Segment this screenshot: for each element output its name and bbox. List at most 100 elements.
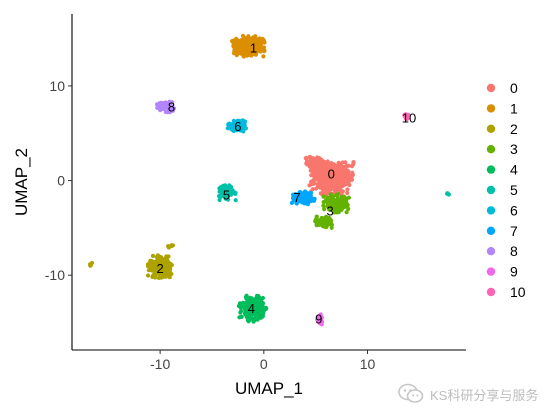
data-point-cluster-0 <box>324 182 329 187</box>
data-point-cluster-1 <box>237 42 243 47</box>
data-point-cluster-2 <box>145 264 151 269</box>
data-point-cluster-0 <box>338 181 343 186</box>
data-point-cluster-7 <box>291 192 296 197</box>
data-point-cluster-4 <box>253 309 258 314</box>
legend-swatch-9 <box>486 267 496 276</box>
data-point-cluster-7 <box>290 195 296 201</box>
x-tick-label: 0 <box>260 356 268 372</box>
legend-swatch-6 <box>486 206 496 215</box>
cluster-label-6: 6 <box>234 119 241 134</box>
data-point-cluster-8 <box>155 104 160 109</box>
data-point-cluster-1 <box>231 42 236 47</box>
data-point-cluster-0 <box>351 160 356 165</box>
data-point-cluster-0 <box>311 162 316 167</box>
data-point-cluster-10 <box>403 116 409 121</box>
data-point-cluster-1 <box>245 42 251 48</box>
data-point-cluster-7 <box>311 197 316 202</box>
data-point-cluster-1 <box>258 42 263 47</box>
cluster-label-10: 10 <box>402 111 416 126</box>
data-point-cluster-3 <box>314 216 319 222</box>
data-point-cluster-0 <box>346 179 351 184</box>
data-point-cluster-5 <box>225 188 231 193</box>
legend-label-8: 8 <box>510 243 518 259</box>
cluster-label-1: 1 <box>250 41 257 56</box>
data-point-cluster-4 <box>237 301 243 306</box>
data-point-cluster-6 <box>241 129 246 134</box>
cluster-label-8: 8 <box>168 99 175 114</box>
data-point-cluster-6 <box>231 125 236 130</box>
data-point-cluster-1 <box>261 38 266 43</box>
data-point-cluster-0 <box>350 164 355 169</box>
legend-label-2: 2 <box>510 121 518 137</box>
data-point-cluster-0 <box>312 157 317 162</box>
legend-label-9: 9 <box>510 264 518 280</box>
data-point-cluster-2 <box>146 273 151 278</box>
data-point-cluster-0 <box>328 187 333 192</box>
data-point-cluster-0 <box>323 160 328 165</box>
data-point-cluster-1 <box>253 36 258 41</box>
data-point-cluster-1 <box>232 38 237 43</box>
data-point-cluster-6 <box>241 119 246 124</box>
data-point-cluster-8 <box>169 105 174 110</box>
data-point-cluster-6 <box>241 123 246 128</box>
legend: 0 1 2 3 4 5 6 7 8 9 10 <box>486 80 526 300</box>
data-point-cluster-5 <box>222 188 227 193</box>
data-point-cluster-0 <box>304 162 310 167</box>
data-point-cluster-4 <box>244 296 249 301</box>
data-point-cluster-7 <box>302 201 308 206</box>
legend-swatch-10 <box>486 287 496 297</box>
legend-swatch-7 <box>486 226 496 235</box>
data-point-cluster-3 <box>329 197 334 202</box>
legend-label-7: 7 <box>510 223 518 239</box>
data-point-cluster-3 <box>344 198 349 203</box>
data-point-cluster-4 <box>261 308 267 313</box>
data-point-cluster-2 <box>88 263 93 268</box>
data-point-cluster-6 <box>225 126 230 131</box>
data-point-cluster-3 <box>321 220 326 225</box>
data-point-cluster-0 <box>318 185 323 190</box>
data-point-cluster-1 <box>257 36 262 41</box>
legend-swatch-2 <box>486 124 496 133</box>
data-point-cluster-7 <box>299 198 305 203</box>
data-point-cluster-1 <box>240 33 246 39</box>
data-point-cluster-4 <box>249 311 254 316</box>
legend-swatch-8 <box>486 247 496 256</box>
data-point-cluster-0 <box>345 190 350 196</box>
data-point-cluster-3 <box>329 225 334 230</box>
cluster-label-2: 2 <box>157 261 164 276</box>
data-point-cluster-1 <box>262 49 267 54</box>
data-point-cluster-0 <box>314 167 320 172</box>
data-point-cluster-3 <box>321 200 326 205</box>
cluster-label-7: 7 <box>293 190 300 205</box>
data-point-cluster-4 <box>243 307 248 312</box>
data-point-cluster-0 <box>308 156 313 161</box>
data-point-cluster-4 <box>257 295 262 300</box>
data-point-cluster-3 <box>329 200 335 205</box>
y-tick-label: 10 <box>49 78 65 94</box>
data-point-cluster-3 <box>336 199 341 204</box>
data-point-cluster-3 <box>338 206 343 211</box>
data-point-cluster-4 <box>251 298 256 303</box>
data-point-cluster-3 <box>344 210 349 215</box>
legend-swatch-1 <box>486 104 496 113</box>
data-point-cluster-3 <box>334 202 339 207</box>
data-point-cluster-0 <box>311 169 316 174</box>
data-point-cluster-0 <box>326 164 331 169</box>
data-point-cluster-1 <box>247 36 252 41</box>
data-point-cluster-0 <box>332 183 337 188</box>
data-point-cluster-5 <box>225 185 230 190</box>
data-point-cluster-7 <box>294 201 299 206</box>
data-point-cluster-4 <box>257 302 262 307</box>
cluster-label-3: 3 <box>327 203 334 218</box>
data-point-cluster-5 <box>233 191 238 196</box>
data-point-cluster-0 <box>304 159 310 164</box>
data-point-cluster-4 <box>243 311 248 316</box>
data-point-cluster-6 <box>234 123 239 128</box>
legend-label-5: 5 <box>510 182 518 198</box>
legend-label-0: 0 <box>510 80 518 96</box>
data-point-cluster-2 <box>167 265 172 270</box>
data-point-cluster-0 <box>345 187 350 192</box>
data-point-cluster-7 <box>294 197 299 203</box>
